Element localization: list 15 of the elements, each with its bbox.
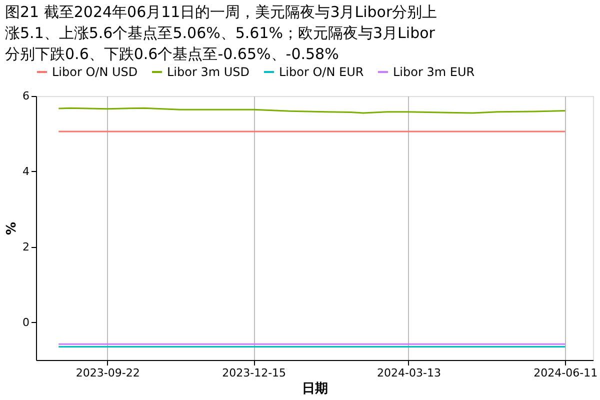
legend-label: Libor 3m USD (167, 65, 250, 79)
legend-label: Libor O/N EUR (279, 65, 364, 79)
legend-label: Libor 3m EUR (393, 65, 475, 79)
y-axis-title: % (4, 222, 20, 236)
y-tick-label: 6 (22, 90, 30, 102)
x-tick-label: 2023-09-22 (76, 366, 140, 380)
y-tick-label: 2 (22, 240, 30, 254)
x-tick-label: 2024-06-11 (534, 366, 598, 380)
chart-title: 图21 截至2024年06月11日的一周，美元隔夜与3月Libor分别上涨5.1、上涨5.6个基点至5.06%、5.61%；欧元隔夜与3月Libor分别下跌0.6、下跌0.6个基点至-0.65%、-0.58% (5, 3, 438, 63)
y-tick-label: 0 (22, 316, 30, 329)
y-tick-label: 4 (22, 164, 30, 178)
x-tick-label: 2023-12-15 (222, 366, 286, 380)
x-axis-title: 日期 (302, 382, 328, 396)
legend-label: Libor O/N USD (52, 65, 138, 79)
x-tick-label: 2024-03-13 (377, 366, 441, 380)
